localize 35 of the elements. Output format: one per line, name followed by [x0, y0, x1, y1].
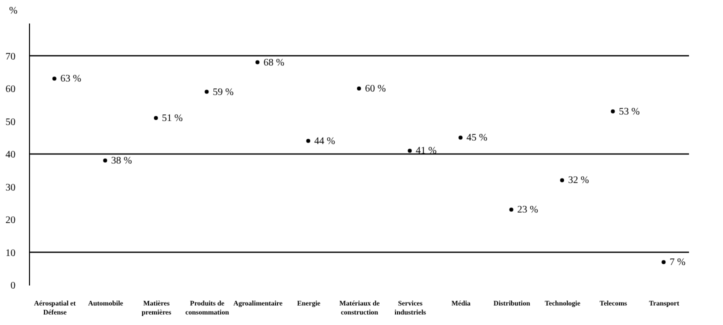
data-label: 59 %: [212, 86, 234, 98]
point: [357, 86, 361, 90]
y-tick-label: 60: [6, 84, 16, 95]
data-label: 45 %: [466, 132, 488, 144]
point: [204, 90, 209, 94]
data-label: 51 %: [162, 112, 183, 124]
y-tick-label: 10: [6, 248, 16, 259]
data-label: 53 %: [618, 106, 640, 118]
data-label: 68 %: [263, 57, 284, 68]
data-label: 44 %: [314, 136, 336, 147]
y-tick-label: 70: [6, 51, 16, 62]
data-label: 60 %: [365, 84, 386, 94]
point: [560, 178, 564, 182]
point: [52, 76, 56, 81]
y-tick-label: 0: [10, 280, 16, 292]
data-label: 41 %: [416, 146, 437, 157]
point: [103, 158, 108, 163]
point: [662, 260, 666, 264]
point: [255, 60, 260, 64]
point: [458, 136, 463, 140]
data-label: 7 %: [670, 257, 686, 268]
y-axis-title: %: [9, 6, 18, 16]
point: [408, 148, 412, 153]
point: [610, 109, 615, 114]
point: [509, 208, 514, 212]
y-tick-label: 40: [6, 150, 16, 160]
y-tick-label: 20: [6, 215, 16, 226]
point: [306, 138, 310, 143]
point: [154, 116, 158, 120]
data-label: 38 %: [111, 156, 132, 167]
data-label: 23 %: [517, 204, 538, 216]
y-tick-label: 30: [6, 182, 16, 194]
data-label: 63 %: [60, 74, 82, 85]
data-label: 32 %: [568, 175, 589, 186]
y-tick-label: 50: [6, 116, 16, 128]
